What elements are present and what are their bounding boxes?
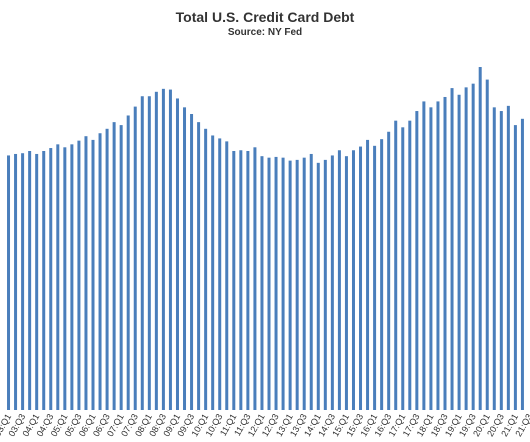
bar bbox=[366, 139, 370, 410]
bar bbox=[443, 96, 447, 410]
bar bbox=[211, 135, 215, 410]
bar bbox=[49, 148, 53, 411]
bar bbox=[274, 156, 278, 410]
bar bbox=[401, 127, 405, 410]
bar bbox=[140, 96, 144, 411]
bar bbox=[351, 150, 355, 410]
bar bbox=[91, 139, 95, 410]
bar bbox=[56, 144, 60, 410]
bar bbox=[175, 98, 179, 411]
bar bbox=[197, 122, 201, 410]
bar bbox=[98, 133, 102, 411]
bar bbox=[21, 153, 25, 410]
bar bbox=[513, 125, 517, 410]
bar bbox=[28, 151, 32, 410]
bar bbox=[133, 106, 137, 410]
bar bbox=[77, 140, 81, 410]
bar bbox=[7, 155, 11, 410]
bar bbox=[260, 156, 264, 410]
bar bbox=[218, 138, 222, 411]
bar bbox=[204, 128, 208, 411]
bar bbox=[246, 151, 250, 410]
bar bbox=[225, 141, 229, 410]
bar bbox=[14, 153, 18, 410]
bar bbox=[485, 79, 489, 410]
bar bbox=[337, 150, 341, 410]
bar bbox=[492, 107, 496, 410]
bar bbox=[394, 120, 398, 410]
bar bbox=[232, 151, 236, 410]
bar bbox=[84, 136, 88, 410]
bar bbox=[168, 89, 172, 410]
bar bbox=[471, 83, 475, 410]
bar bbox=[499, 111, 503, 410]
bar bbox=[380, 139, 384, 410]
bar bbox=[190, 114, 194, 410]
bar bbox=[147, 96, 151, 411]
bar bbox=[316, 162, 320, 410]
chart-subtitle: Source: NY Fed bbox=[228, 27, 302, 38]
bar bbox=[154, 91, 158, 411]
bar bbox=[429, 107, 433, 410]
bar bbox=[520, 118, 524, 410]
bar bbox=[302, 157, 306, 410]
bar bbox=[288, 160, 292, 410]
bar bbox=[436, 101, 440, 411]
bar bbox=[295, 159, 299, 410]
bar bbox=[119, 125, 123, 410]
bar bbox=[161, 88, 165, 410]
chart-title: Total U.S. Credit Card Debt bbox=[176, 9, 355, 25]
bar bbox=[408, 120, 412, 410]
bar bbox=[359, 146, 363, 410]
bar bbox=[478, 67, 482, 410]
bar bbox=[253, 147, 257, 411]
bar bbox=[373, 145, 377, 410]
bar bbox=[126, 115, 130, 410]
bar bbox=[344, 156, 348, 410]
bar bbox=[464, 87, 468, 411]
bar bbox=[309, 153, 313, 410]
bar bbox=[330, 155, 334, 410]
bar bbox=[267, 157, 271, 410]
bar bbox=[422, 101, 426, 411]
bar bbox=[506, 105, 510, 411]
bar bbox=[63, 147, 67, 411]
bar bbox=[457, 94, 461, 410]
bar bbox=[35, 153, 39, 410]
bar bbox=[450, 88, 454, 410]
bar bbox=[239, 150, 243, 410]
bar bbox=[281, 157, 285, 410]
bar bbox=[183, 107, 187, 410]
bar bbox=[105, 128, 109, 411]
bar bbox=[387, 131, 391, 410]
bar bbox=[70, 144, 74, 410]
bar bbox=[112, 122, 116, 410]
bar bbox=[415, 111, 419, 410]
bar bbox=[42, 151, 46, 410]
bar bbox=[323, 159, 327, 410]
